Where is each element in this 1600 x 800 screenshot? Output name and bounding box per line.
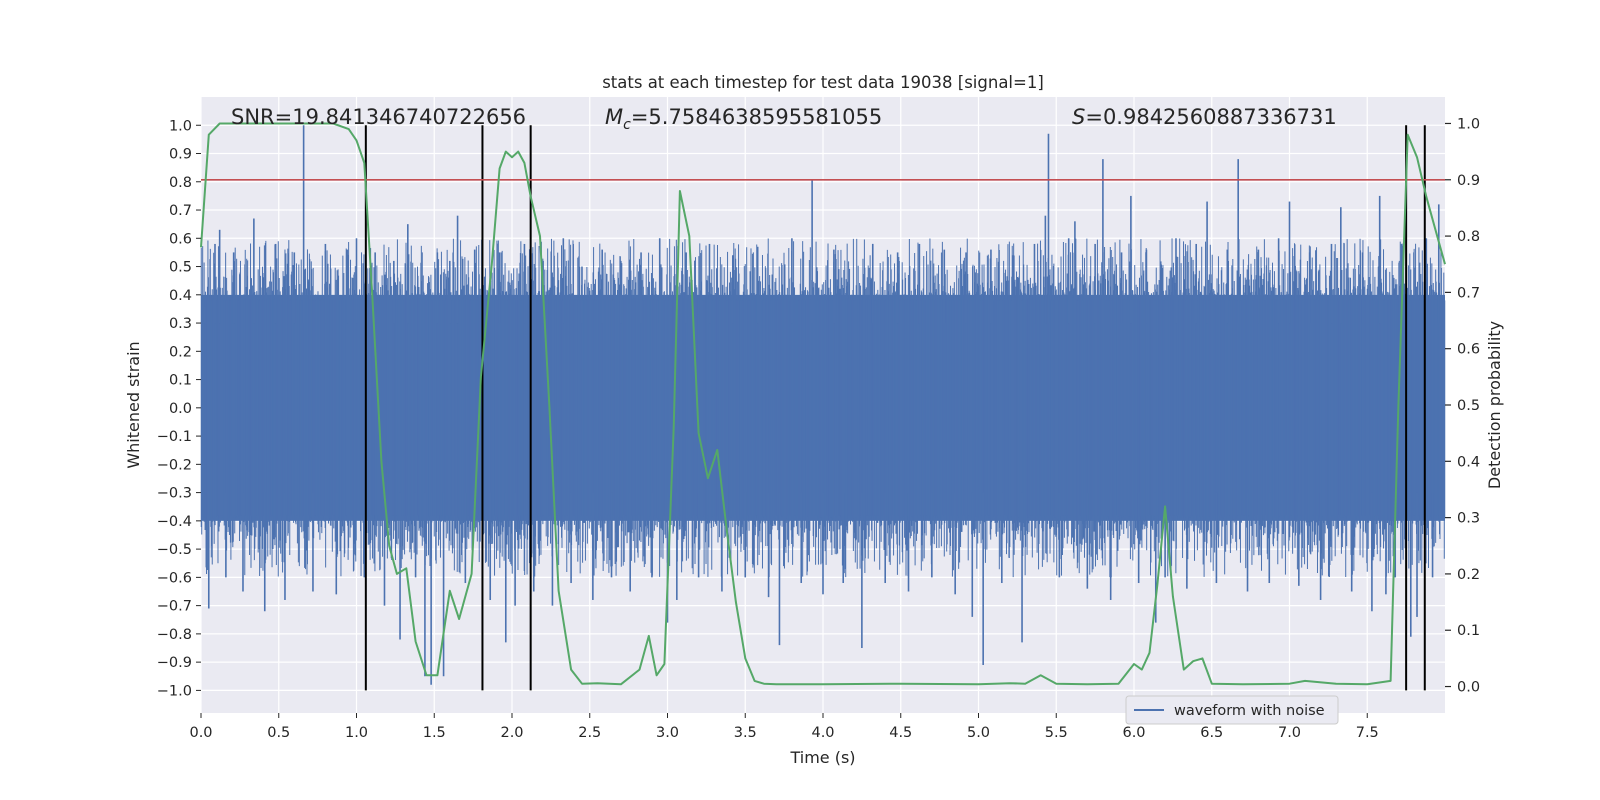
y-left-tick-label: 0.5	[169, 260, 192, 276]
x-tick-label: 6.5	[1200, 725, 1223, 741]
y-left-tick-label: 0.2	[169, 344, 192, 360]
x-tick-label: 6.0	[1122, 725, 1145, 741]
y-left-tick-label: −0.8	[157, 627, 192, 643]
x-tick-label: 0.0	[189, 725, 212, 741]
chirp-mass-symbol: M	[605, 105, 623, 129]
y-left-tick-label: −0.4	[157, 514, 192, 530]
significance-value: =0.9842560887336731	[1085, 105, 1336, 129]
y-left-tick-label: −0.6	[157, 570, 192, 586]
y-right-tick-label: 0.9	[1457, 173, 1480, 189]
x-tick-label: 7.0	[1278, 725, 1301, 741]
y-left-tick-label: −0.7	[157, 599, 192, 615]
x-tick-label: 2.5	[578, 725, 601, 741]
chirp-mass-annotation: Mc=5.7584638595581055	[605, 105, 882, 133]
vertical-lines	[364, 125, 1426, 691]
y-left-tick-label: 0.8	[169, 175, 192, 191]
x-tick-label: 7.5	[1356, 725, 1379, 741]
probability-line	[200, 122, 1446, 686]
y-right-tick-label: 1.0	[1457, 116, 1480, 132]
x-tick-label: 2.0	[500, 725, 523, 741]
waveform-series	[200, 125, 1446, 685]
chirp-mass-subscript: c	[623, 117, 631, 133]
y-left-axis-ticks: 1.0 0.9 0.8 0.7 0.6 0.5 0.4 0.3 0.2 0.1 0.0 −0.1 −0.…	[157, 118, 201, 699]
x-tick-label: 1.5	[423, 725, 446, 741]
x-axis-ticks: 0.0 0.5 1.0 1.5 2.0 2.5 3.0 3.5 4.0 4.5 5.0 5.5 6.0 6…	[189, 713, 1379, 741]
y-right-tick-label: 0.0	[1457, 680, 1480, 696]
y-right-tick-label: 0.2	[1457, 567, 1480, 583]
legend-box	[1125, 695, 1339, 725]
y-right-tick-label: 0.3	[1457, 511, 1480, 527]
x-tick-label: 0.5	[267, 725, 290, 741]
y-left-tick-label: 0.3	[169, 316, 192, 332]
chirp-mass-value: =5.7584638595581055	[631, 105, 882, 129]
y-left-tick-label: 1.0	[169, 118, 192, 134]
x-tick-label: 3.0	[656, 725, 679, 741]
y-right-tick-label: 0.6	[1457, 342, 1480, 358]
y-left-tick-label: 0.6	[169, 231, 192, 247]
probability-series	[200, 122, 1446, 686]
legend: waveform with noise	[1125, 695, 1339, 725]
chart-title: stats at each timestep for test data 190…	[602, 73, 1044, 92]
y-left-tick-label: −0.5	[157, 542, 192, 558]
y-left-tick-label: −0.1	[157, 429, 192, 445]
y-left-tick-label: 0.9	[169, 147, 192, 163]
y-right-tick-label: 0.5	[1457, 398, 1480, 414]
y-right-tick-label: 0.1	[1457, 623, 1480, 639]
y-left-tick-label: 0.7	[169, 203, 192, 219]
y-left-tick-label: −0.9	[157, 655, 192, 671]
y-right-tick-label: 0.7	[1457, 285, 1480, 301]
x-tick-label: 5.5	[1045, 725, 1068, 741]
y-right-axis-ticks: 0.0 0.1 0.2 0.3 0.4 0.5 0.6 0.7 0.8 0.9 1.0	[1445, 116, 1480, 696]
y-left-tick-label: 0.1	[169, 373, 192, 389]
y-left-tick-label: −0.3	[157, 486, 192, 502]
significance-annotation: S=0.9842560887336731	[1072, 105, 1337, 129]
x-tick-label: 1.0	[345, 725, 368, 741]
snr-annotation: SNR=19.841346740722656	[231, 105, 526, 129]
y-left-tick-label: −0.2	[157, 457, 192, 473]
x-tick-label: 3.5	[734, 725, 757, 741]
y-left-tick-label: −1.0	[157, 683, 192, 699]
y-right-axis-label: Detection probability	[1485, 321, 1504, 489]
legend-label: waveform with noise	[1174, 703, 1325, 719]
y-right-tick-label: 0.8	[1457, 229, 1480, 245]
y-left-tick-label: 0.0	[169, 401, 192, 417]
x-axis-label: Time (s)	[789, 748, 855, 767]
x-tick-label: 4.5	[889, 725, 912, 741]
x-tick-label: 4.0	[811, 725, 834, 741]
significance-symbol: S	[1072, 105, 1085, 129]
y-right-tick-label: 0.4	[1457, 454, 1480, 470]
x-tick-label: 5.0	[967, 725, 990, 741]
y-left-axis-label: Whitened strain	[124, 341, 143, 468]
y-left-tick-label: 0.4	[169, 288, 192, 304]
